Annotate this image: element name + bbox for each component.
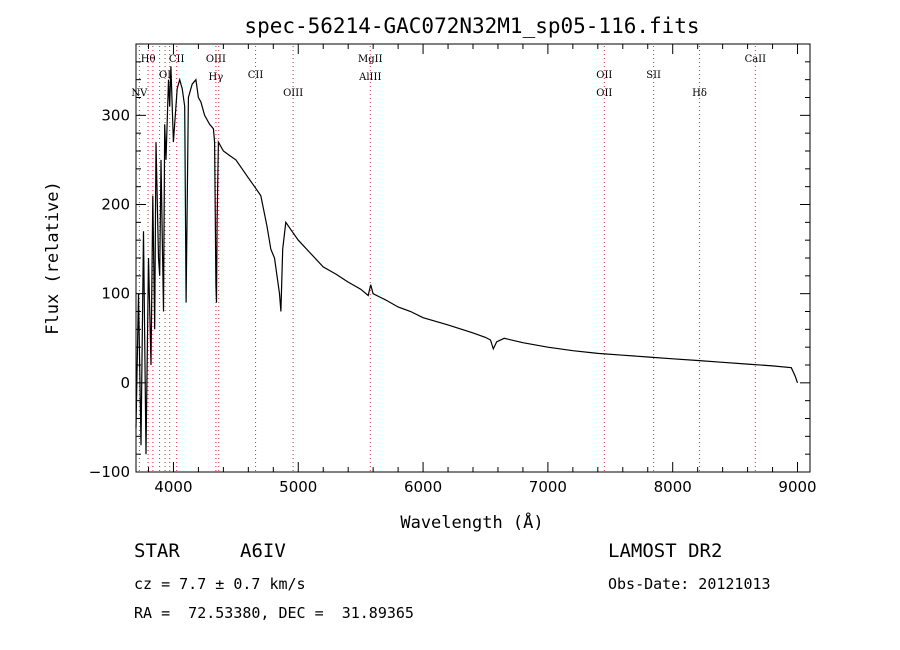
x-tick-label: 5000 [279, 478, 317, 496]
y-tick-label: 100 [101, 285, 130, 303]
x-tick-label: 7000 [529, 478, 567, 496]
observation-date: Obs-Date: 20121013 [608, 575, 771, 593]
y-tick-label: 0 [120, 374, 130, 392]
spectral-line-label: MgII [358, 54, 383, 65]
spectrum-series-line [135, 66, 799, 455]
spectral-line-label: OI [159, 70, 171, 81]
object-subclass: A6IV [240, 540, 286, 562]
y-tick-label: 200 [101, 196, 130, 214]
x-tick-label: 8000 [654, 478, 692, 496]
spectral-line-label: AlIII [358, 72, 381, 83]
spectral-line-label: Hδ [692, 88, 707, 99]
object-class: STAR [134, 540, 180, 562]
x-tick-label: 4000 [154, 478, 192, 496]
y-tick-label: 300 [101, 106, 130, 124]
spectral-line-label: CaII [745, 54, 767, 65]
spectral-line-label: NV [131, 88, 148, 99]
x-axis-label: Wavelength (Å) [400, 511, 543, 533]
x-tick-label: 9000 [778, 478, 816, 496]
x-tick-label: 6000 [404, 478, 442, 496]
spectral-line-label: Hγ [209, 72, 224, 83]
y-axis-label: Flux (relative) [43, 181, 63, 335]
spectral-line-label: CII [169, 54, 185, 65]
spectral-line-label: Hθ [141, 54, 156, 65]
plot-frame [135, 43, 811, 473]
chart-title: spec-56214-GAC072N32M1_sp05-116.fits [244, 14, 699, 38]
axis-ticks: 4000 5000 6000 7000 8000 9000 −100 0 100 200 300 [89, 43, 817, 496]
redshift-text: cz = 7.7 ± 0.7 km/s [134, 575, 306, 593]
coordinates-text: RA = 72.53380, DEC = 31.89365 [134, 604, 414, 622]
spectral-line-label: SII [646, 70, 661, 81]
spectral-line-label: OIII [206, 54, 226, 65]
y-tick-label: −100 [89, 463, 130, 481]
spectral-line-label: OII [596, 88, 612, 99]
spectral-line-label: OII [596, 70, 612, 81]
survey-name: LAMOST DR2 [608, 540, 723, 562]
spectral-line-label: OIII [283, 88, 303, 99]
spectral-line-label: CII [248, 70, 264, 81]
